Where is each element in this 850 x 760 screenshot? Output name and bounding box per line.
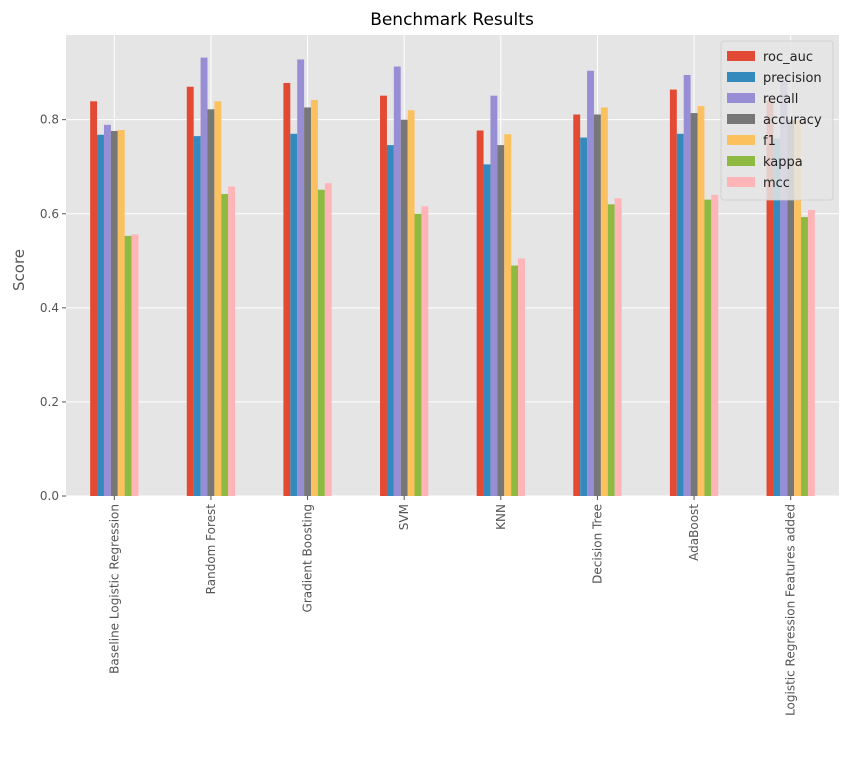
- legend-swatch-roc_auc: [727, 51, 755, 61]
- bar-recall: [297, 59, 305, 497]
- bar-precision: [580, 137, 588, 496]
- bar-accuracy: [400, 119, 408, 497]
- bar-kappa: [221, 193, 229, 496]
- bar-recall: [780, 82, 788, 496]
- bar-roc_auc: [283, 82, 291, 497]
- bar-accuracy: [207, 109, 215, 496]
- bar-accuracy: [304, 107, 312, 496]
- bar-kappa: [414, 213, 422, 496]
- legend-swatch-kappa: [727, 156, 755, 166]
- bar-f1: [600, 107, 608, 496]
- chart-title: Benchmark Results: [370, 10, 534, 30]
- bar-f1: [794, 119, 802, 497]
- x-tick-label: Random Forest: [204, 504, 218, 595]
- bar-recall: [200, 57, 208, 497]
- bar-mcc: [131, 234, 139, 496]
- bar-mcc: [421, 206, 429, 496]
- bars-group: [90, 57, 815, 497]
- bar-kappa: [511, 265, 519, 496]
- bar-kappa: [704, 199, 712, 496]
- legend-swatch-recall: [727, 93, 755, 103]
- legend-label-accuracy: accuracy: [763, 113, 822, 128]
- bar-precision: [773, 138, 781, 496]
- bar-roc_auc: [380, 95, 387, 497]
- bar-precision: [676, 133, 684, 497]
- bar-precision: [290, 133, 298, 497]
- legend-swatch-f1: [727, 135, 755, 145]
- x-tick-label: SVM: [397, 504, 411, 530]
- bar-f1: [117, 130, 125, 496]
- bar-precision: [193, 136, 201, 496]
- legend-label-roc_auc: roc_auc: [763, 50, 813, 65]
- bar-accuracy: [110, 130, 118, 497]
- bar-f1: [697, 106, 705, 497]
- bar-kappa: [124, 235, 132, 496]
- bar-f1: [407, 110, 415, 496]
- bar-kappa: [607, 204, 615, 497]
- bar-mcc: [807, 209, 815, 497]
- bar-accuracy: [593, 114, 601, 497]
- legend-label-kappa: kappa: [763, 155, 803, 170]
- bar-f1: [214, 101, 222, 497]
- x-tick-label: Decision Tree: [590, 504, 604, 584]
- bar-precision: [386, 145, 394, 497]
- legend-swatch-accuracy: [727, 114, 755, 124]
- legend-label-f1: f1: [763, 134, 776, 149]
- bar-precision: [97, 134, 104, 496]
- bar-roc_auc: [90, 101, 98, 497]
- legend: roc_auc precision recall accuracy f1 kappa mcc: [720, 40, 834, 201]
- bar-mcc: [228, 186, 236, 496]
- bar-roc_auc: [669, 89, 677, 496]
- bar-roc_auc: [476, 130, 484, 496]
- x-tick-label: AdaBoost: [687, 504, 701, 561]
- legend-swatch-mcc: [727, 177, 755, 187]
- legend-label-mcc: mcc: [763, 176, 790, 191]
- bar-accuracy: [787, 119, 795, 497]
- legend-label-precision: precision: [763, 71, 822, 86]
- bar-accuracy: [690, 113, 698, 496]
- y-tick-label: 0.6: [40, 207, 59, 221]
- bar-recall: [490, 95, 498, 497]
- bar-mcc: [711, 194, 719, 496]
- bar-roc_auc: [573, 114, 581, 497]
- bar-f1: [504, 134, 512, 497]
- bar-kappa: [801, 217, 808, 496]
- y-tick-label: 0.0: [40, 489, 59, 503]
- x-tick-label: KNN: [494, 504, 508, 530]
- bar-kappa: [317, 189, 325, 496]
- y-tick-label: 0.2: [40, 395, 59, 409]
- bar-mcc: [614, 198, 622, 496]
- bar-f1: [311, 99, 318, 497]
- bar-precision: [483, 164, 491, 496]
- x-tick-label: Baseline Logistic Regression: [107, 504, 121, 674]
- legend-label-recall: recall: [763, 92, 798, 107]
- y-tick-label: 0.4: [40, 301, 59, 315]
- x-tick-label: Logistic Regression Features added: [784, 504, 798, 716]
- bar-recall: [587, 70, 594, 496]
- x-tick-label: Gradient Boosting: [301, 504, 315, 612]
- y-tick-labels: 0.0 0.2 0.4 0.6 0.8: [40, 113, 66, 503]
- bar-accuracy: [497, 145, 505, 497]
- x-tick-labels: Baseline Logistic Regression Random Fores…: [107, 496, 798, 716]
- bar-roc_auc: [186, 86, 194, 496]
- bar-recall: [683, 74, 691, 497]
- bar-recall: [393, 66, 401, 497]
- y-axis-label: Score: [10, 249, 28, 291]
- bar-mcc: [518, 258, 525, 496]
- y-tick-label: 0.8: [40, 113, 59, 127]
- bar-recall: [103, 124, 111, 496]
- bar-roc_auc: [766, 100, 774, 496]
- bar-mcc: [324, 183, 332, 496]
- legend-swatch-precision: [727, 72, 755, 82]
